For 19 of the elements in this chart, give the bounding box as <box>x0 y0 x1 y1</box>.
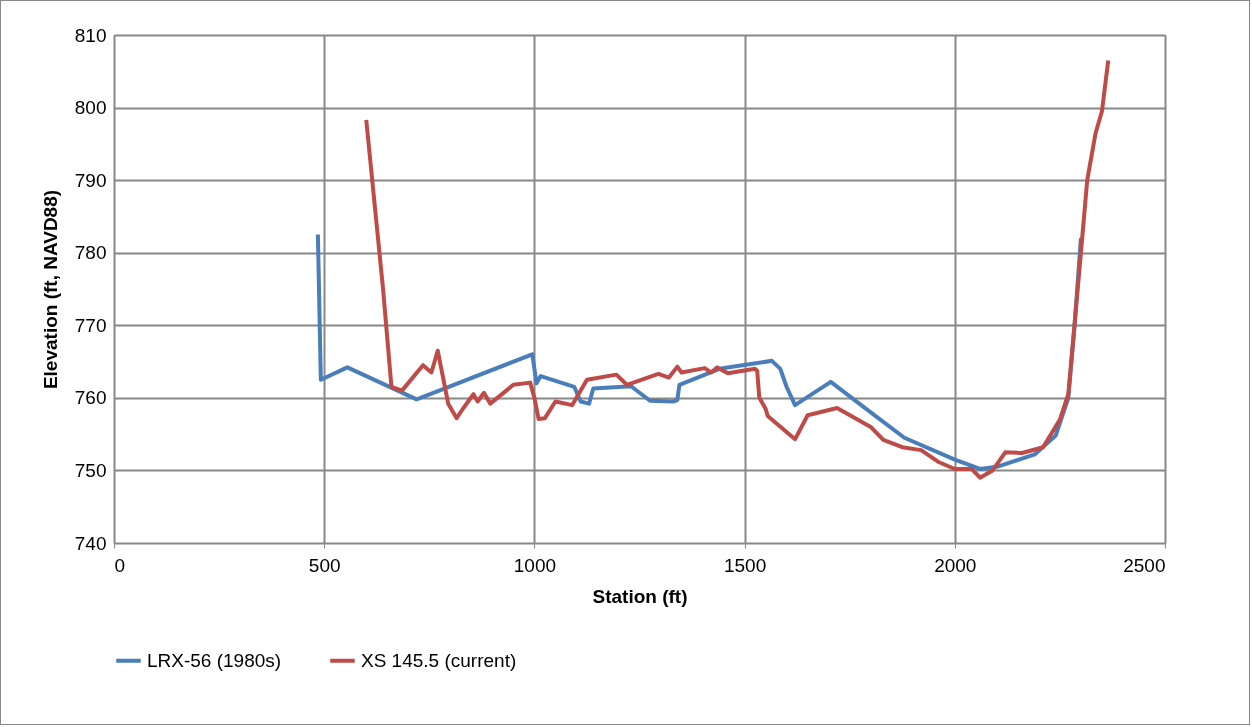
line-series <box>364 58 1111 480</box>
y-tick-label: 740 <box>74 532 107 554</box>
x-tick-label: 2000 <box>934 554 977 576</box>
legend-label: LRX-56 (1980s) <box>147 649 282 671</box>
y-tick-label: 750 <box>74 459 107 481</box>
x-tick-label: 1000 <box>513 554 557 576</box>
y-tick-label: 780 <box>74 242 107 264</box>
y-tick-label: 790 <box>74 169 107 191</box>
y-tick-label: 810 <box>74 24 107 46</box>
x-axis-title: Station (ft) <box>592 585 688 607</box>
x-tick-label: 500 <box>308 554 341 576</box>
x-tick-label: 1500 <box>723 554 767 576</box>
y-axis-title: Elevation (ft, NAVD88) <box>39 189 61 390</box>
x-tick-label: 2500 <box>1123 554 1166 576</box>
y-tick-label: 770 <box>74 314 107 336</box>
x-tick-label: 0 <box>114 554 126 576</box>
y-tick-label: 760 <box>74 387 107 409</box>
legend-label: XS 145.5 (current) <box>361 649 517 671</box>
y-tick-label: 800 <box>74 97 107 119</box>
